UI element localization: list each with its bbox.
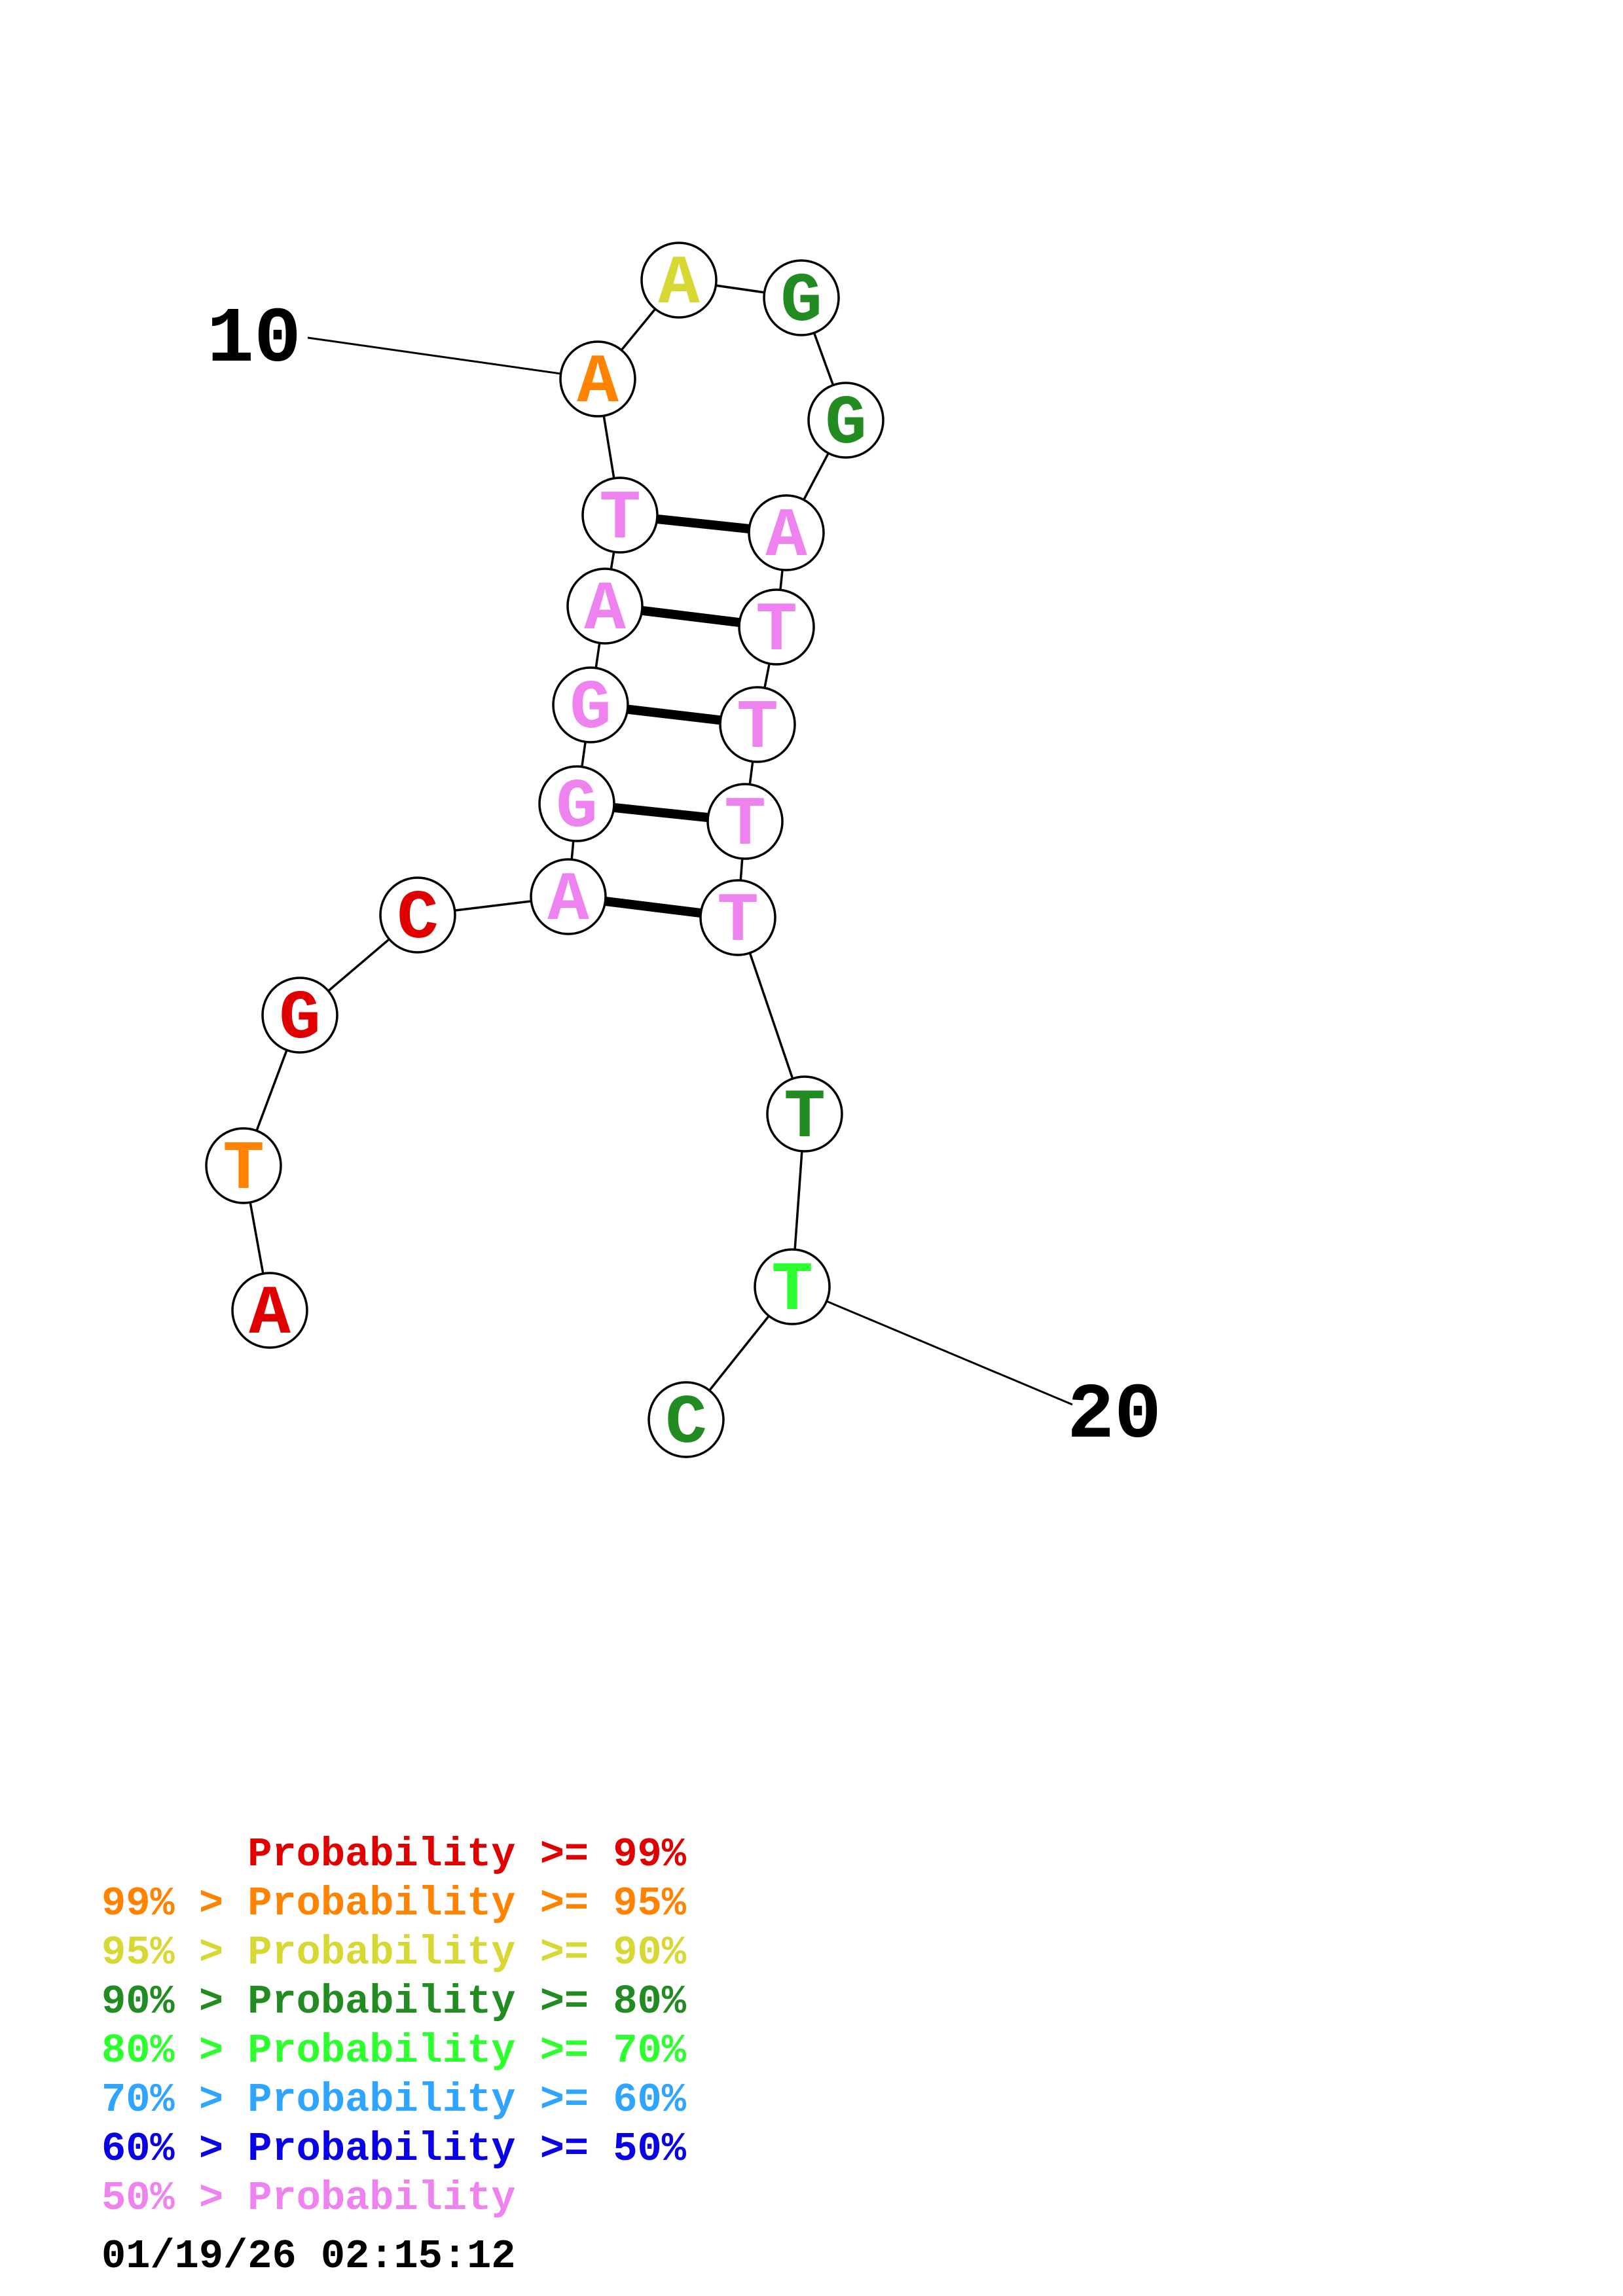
- base-letter: G: [279, 980, 321, 1058]
- base-letter: A: [577, 344, 619, 422]
- base-circle: [766, 1075, 843, 1153]
- base-letter: T: [599, 480, 641, 558]
- base-circle: [763, 259, 840, 336]
- legend-row: Probability >= 99%: [101, 1831, 686, 1878]
- base-letter: A: [249, 1275, 291, 1354]
- base-letter: A: [658, 245, 700, 323]
- base-letter: A: [547, 861, 589, 940]
- base-circle: [205, 1127, 282, 1204]
- base-letter: T: [717, 882, 759, 961]
- legend-row: 99% > Probability >= 95%: [101, 1880, 686, 1927]
- base-circle: [261, 977, 338, 1054]
- base-circle: [552, 666, 629, 744]
- number-leader-line: [792, 1285, 1073, 1406]
- base-letter: T: [724, 786, 766, 865]
- base-letter: C: [665, 1384, 707, 1463]
- base-letter: G: [570, 670, 611, 748]
- base-letter: T: [771, 1251, 813, 1330]
- probability-legend: Probability >= 99% 99% > Probability >= 9…: [101, 1830, 686, 2223]
- sequence-number-label: 10: [207, 296, 301, 385]
- base-letter: C: [397, 880, 439, 958]
- sequence-number-label: 20: [1067, 1372, 1161, 1461]
- base-circle: [566, 567, 644, 645]
- base-circle: [581, 476, 659, 554]
- legend-row: 90% > Probability >= 80%: [101, 1979, 686, 2025]
- base-circle: [719, 686, 796, 763]
- base-letter: T: [737, 689, 778, 768]
- base-circle: [748, 494, 825, 571]
- base-letter: A: [584, 571, 626, 649]
- base-circle: [647, 1381, 725, 1458]
- base-circle: [379, 876, 456, 954]
- base-letter: G: [780, 262, 822, 341]
- timestamp: 01/19/26 02:15:12: [101, 2233, 516, 2280]
- base-circle: [640, 242, 718, 319]
- base-circle: [538, 765, 615, 842]
- base-letter: T: [784, 1079, 826, 1157]
- base-circle: [559, 340, 636, 418]
- base-circle: [706, 783, 784, 860]
- base-circle: [738, 588, 815, 666]
- base-circle: [231, 1272, 308, 1349]
- base-circle: [754, 1248, 831, 1325]
- legend-row: 60% > Probability >= 50%: [101, 2126, 686, 2172]
- legend-row: 95% > Probability >= 90%: [101, 1929, 686, 1976]
- legend-row: 70% > Probability >= 60%: [101, 2077, 686, 2123]
- base-circle: [807, 382, 884, 459]
- number-leader-line: [307, 336, 598, 380]
- base-letter: G: [825, 385, 867, 463]
- legend-row: 50% > Probability: [101, 2175, 516, 2221]
- base-circle: [530, 858, 607, 935]
- base-letter: T: [756, 592, 797, 670]
- base-letter: T: [223, 1130, 264, 1209]
- base-letter: A: [765, 497, 807, 576]
- legend-row: 80% > Probability >= 70%: [101, 2028, 686, 2074]
- base-letter: G: [556, 768, 598, 847]
- base-circle: [699, 879, 776, 956]
